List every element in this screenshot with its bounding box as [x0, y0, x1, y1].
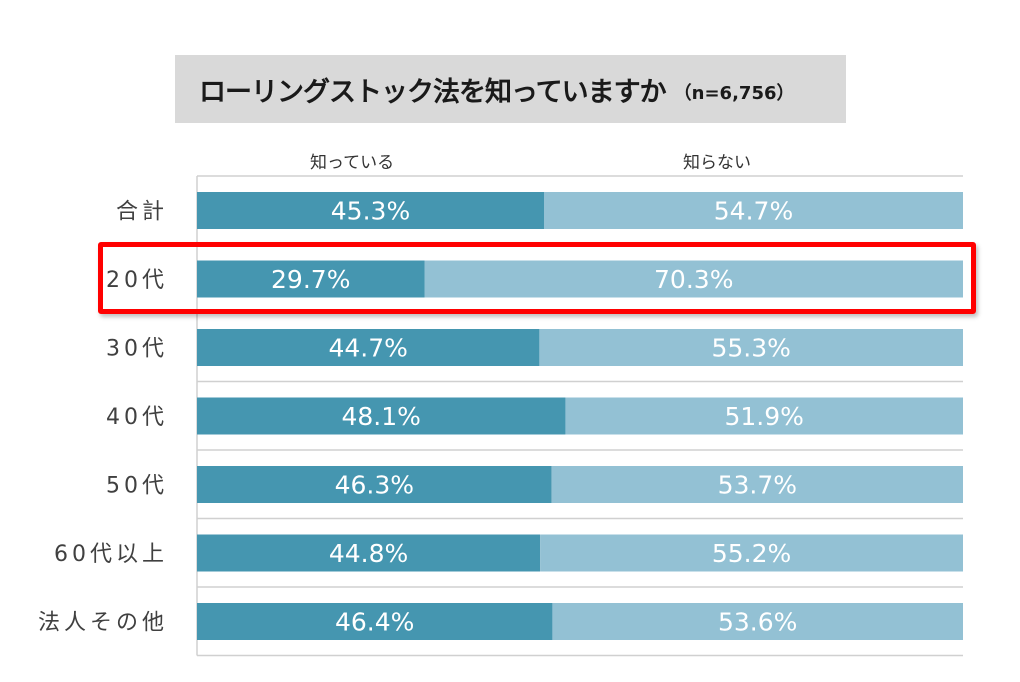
- data-label-known: 29.7%: [271, 265, 350, 294]
- data-label-known: 48.1%: [342, 402, 421, 431]
- legend-unknown: 知らない: [683, 153, 751, 173]
- data-label-known: 46.4%: [335, 608, 414, 637]
- bar-known: [197, 397, 566, 435]
- data-label-unknown: 55.3%: [711, 334, 790, 363]
- data-label-unknown: 51.9%: [725, 402, 804, 431]
- category-label: 60代以上: [54, 542, 168, 567]
- bar-known: [197, 260, 425, 298]
- data-label-unknown: 54.7%: [714, 197, 793, 226]
- bar-unknown: [543, 192, 963, 229]
- category-label: 50代: [106, 474, 168, 499]
- chart-title: ローリングストック法を知っていますか: [199, 76, 667, 108]
- bar-unknown: [539, 329, 963, 366]
- category-label: 法人その他: [38, 611, 168, 636]
- data-label-unknown: 55.2%: [712, 539, 791, 568]
- data-label-known: 45.3%: [331, 197, 410, 226]
- bar-known: [197, 192, 544, 229]
- bar-known: [197, 466, 552, 503]
- data-label-unknown: 53.6%: [718, 608, 797, 637]
- chart-title-box: ローリングストック法を知っていますか （n=6,756）: [175, 55, 846, 123]
- data-label-known: 44.8%: [329, 539, 408, 568]
- category-label: 40代: [106, 405, 168, 430]
- bar-known: [197, 603, 553, 640]
- bar-unknown: [552, 603, 963, 640]
- bar-unknown: [551, 466, 963, 503]
- chart-sample-size: （n=6,756）: [673, 83, 795, 104]
- data-label-known: 44.7%: [328, 334, 407, 363]
- bar-unknown: [540, 534, 963, 572]
- data-label-unknown: 53.7%: [718, 471, 797, 500]
- legend-known: 知っている: [310, 153, 395, 173]
- bar-unknown: [424, 260, 963, 298]
- bar-unknown: [565, 397, 963, 435]
- data-label-unknown: 70.3%: [654, 265, 733, 294]
- category-label: 20代: [106, 268, 168, 293]
- category-label: 合計: [116, 200, 168, 225]
- data-label-known: 46.3%: [335, 471, 414, 500]
- category-label: 30代: [106, 337, 168, 362]
- bar-known: [197, 534, 541, 572]
- bar-known: [197, 329, 540, 366]
- highlight-frame-20s: [98, 242, 976, 314]
